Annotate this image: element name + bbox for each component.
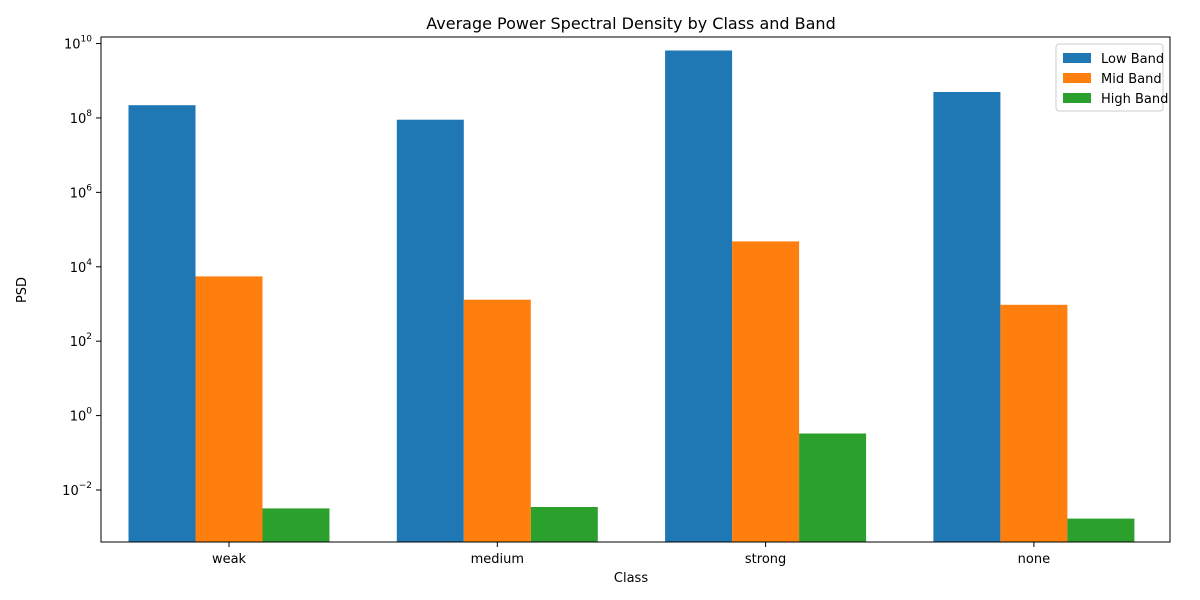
bar-strong-mid-band	[732, 241, 800, 542]
bar-weak-high-band	[262, 508, 330, 542]
legend-swatch	[1063, 53, 1091, 63]
y-axis: 10−2 100 102 104 106 108 1010	[62, 35, 101, 499]
y-tick-label: 100	[70, 407, 93, 425]
bar-none-mid-band	[1000, 304, 1068, 542]
legend-swatch	[1063, 73, 1091, 83]
legend-swatch	[1063, 93, 1091, 103]
bars-group	[128, 50, 1135, 542]
y-tick-label: 102	[70, 332, 92, 350]
x-tick-label: strong	[745, 552, 786, 567]
bar-none-low-band	[933, 92, 1001, 542]
x-tick-label: none	[1018, 552, 1050, 567]
y-tick-label: 104	[70, 258, 93, 276]
x-axis-label: Class	[614, 571, 648, 586]
bar-none-high-band	[1067, 518, 1135, 542]
x-tick-label: medium	[471, 552, 524, 567]
legend-entry: High Band	[1101, 92, 1168, 107]
y-tick-label: 108	[70, 109, 93, 127]
bar-medium-low-band	[396, 119, 464, 542]
bar-strong-low-band	[665, 50, 733, 542]
bar-medium-high-band	[530, 507, 598, 542]
x-tick-label: weak	[212, 552, 247, 567]
y-axis-label: PSD	[15, 277, 30, 303]
x-axis: weak medium strong none	[212, 542, 1050, 567]
plot-frame	[100, 36, 1171, 543]
y-tick-label: 10−2	[62, 481, 92, 499]
bar-weak-low-band	[128, 105, 196, 542]
y-tick-label: 106	[70, 183, 93, 201]
bar-weak-mid-band	[195, 276, 263, 542]
legend-entry: Mid Band	[1101, 72, 1162, 87]
bar-strong-high-band	[799, 433, 867, 542]
y-tick-label: 1010	[64, 35, 92, 53]
chart-title: Average Power Spectral Density by Class …	[426, 14, 835, 33]
bar-medium-mid-band	[463, 299, 531, 542]
legend-entry: Low Band	[1101, 52, 1164, 67]
legend: Low Band Mid Band High Band	[1055, 43, 1168, 112]
